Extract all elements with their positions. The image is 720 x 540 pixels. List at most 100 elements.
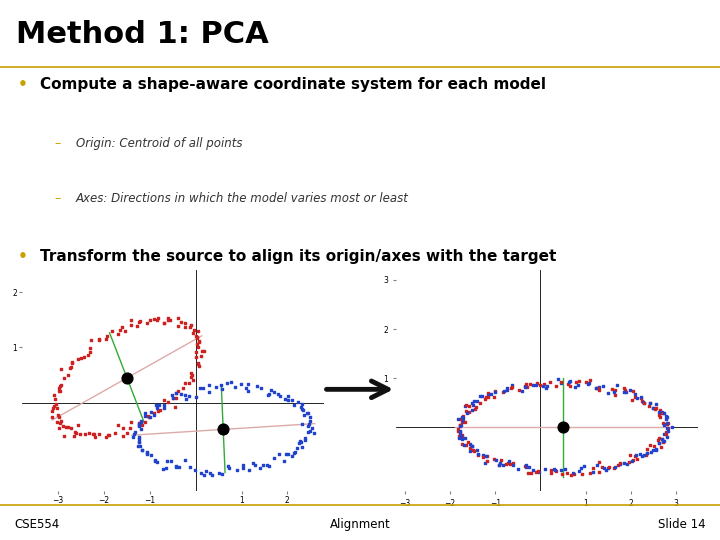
Point [192, 360, 204, 368]
Point [142, 449, 153, 458]
Point [661, 420, 672, 428]
Point [49, 395, 60, 403]
Point [455, 421, 467, 429]
Point [525, 468, 536, 477]
Point [152, 407, 163, 415]
Point [480, 395, 491, 404]
Point [637, 397, 649, 406]
Point [452, 415, 464, 423]
Point [505, 384, 517, 393]
Point [117, 431, 129, 440]
Point [502, 384, 513, 393]
Point [193, 362, 204, 370]
Point [459, 434, 471, 442]
Point [460, 406, 472, 415]
Point [480, 459, 491, 468]
Point [490, 456, 502, 465]
Point [503, 456, 515, 465]
Point [660, 415, 672, 423]
Point [58, 373, 70, 382]
Point [71, 429, 82, 437]
Point [634, 450, 646, 458]
Point [194, 383, 206, 392]
Point [618, 458, 629, 467]
Point [133, 435, 145, 443]
Point [662, 418, 674, 427]
Point [297, 406, 308, 414]
Point [125, 321, 136, 329]
Point [263, 461, 274, 470]
Point [102, 332, 113, 340]
Point [137, 420, 148, 429]
Point [148, 411, 159, 420]
Point [171, 393, 182, 402]
Point [636, 397, 648, 406]
Point [164, 316, 176, 325]
Point [647, 446, 658, 455]
Point [84, 347, 96, 356]
Point [541, 383, 552, 392]
Point [609, 390, 621, 399]
Point [94, 336, 105, 345]
Point [144, 315, 156, 324]
Point [549, 466, 560, 475]
Point [639, 399, 650, 408]
Point [186, 370, 198, 379]
Point [611, 381, 622, 389]
Point [152, 457, 163, 466]
Point [659, 420, 670, 428]
Point [524, 380, 536, 389]
Point [631, 454, 643, 463]
Point [454, 430, 466, 438]
Point [153, 400, 165, 409]
Point [626, 396, 638, 404]
Point [258, 460, 269, 469]
Point [235, 380, 247, 389]
Point [55, 417, 66, 426]
Point [184, 462, 195, 471]
Point [608, 388, 619, 396]
Point [584, 469, 595, 477]
Point [523, 463, 535, 471]
Point [179, 319, 191, 327]
Point [249, 461, 261, 469]
Point [54, 413, 66, 421]
Point [189, 466, 201, 475]
Point [162, 313, 174, 322]
Point [527, 465, 539, 474]
Point [306, 423, 318, 432]
Point [100, 433, 112, 442]
Point [662, 427, 673, 435]
Point [58, 421, 69, 430]
Point [590, 383, 601, 392]
Point [86, 335, 97, 344]
Point [640, 451, 652, 460]
Point [495, 458, 506, 467]
Point [185, 321, 197, 329]
Point [278, 457, 289, 465]
Point [650, 446, 662, 455]
Point [195, 352, 207, 361]
Point [520, 461, 531, 470]
Point [506, 383, 518, 391]
Point [653, 438, 665, 447]
Point [456, 440, 468, 449]
Point [83, 429, 94, 437]
Point [66, 423, 77, 432]
Point [121, 428, 132, 437]
Point [598, 381, 609, 390]
Point [662, 413, 673, 422]
Point [101, 334, 112, 343]
Point [78, 353, 90, 361]
Point [575, 464, 587, 472]
Point [457, 416, 469, 425]
Point [626, 457, 638, 465]
Point [531, 468, 542, 476]
Point [141, 319, 153, 328]
Point [72, 355, 84, 363]
Point [521, 380, 532, 388]
Point [62, 370, 73, 379]
Point [627, 387, 639, 396]
Point [503, 458, 514, 467]
Point [593, 468, 604, 476]
